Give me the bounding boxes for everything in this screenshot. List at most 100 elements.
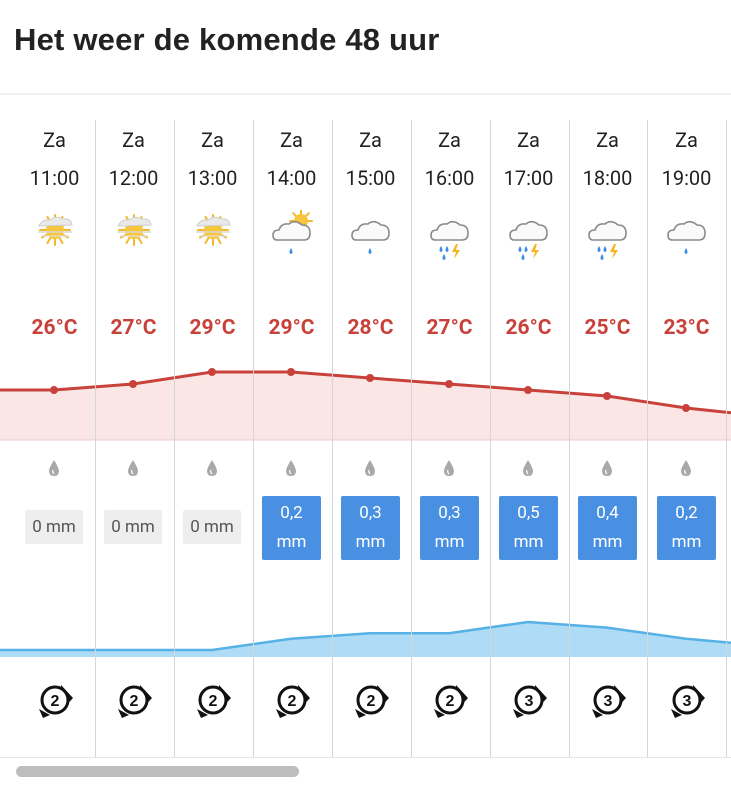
day-label: Za <box>201 128 224 152</box>
raindrop-icon <box>680 460 692 476</box>
svg-text:2: 2 <box>209 693 218 710</box>
svg-text:3: 3 <box>604 693 613 710</box>
wind-direction-icon: 3 <box>588 680 628 720</box>
precipitation-unit: mm <box>276 532 307 552</box>
precipitation-badge: 0,2 mm <box>657 496 716 560</box>
sun-cloud-rain-icon <box>271 209 313 264</box>
temperature-label: 23°C <box>663 316 710 340</box>
precipitation-badge: 0 mm <box>104 510 162 544</box>
wind-direction-icon: 2 <box>272 680 312 720</box>
hour-column: Za 11:00 26°C 0 mm 2 <box>15 120 94 758</box>
column-divider <box>569 120 570 758</box>
column-divider <box>726 120 727 758</box>
column-divider <box>332 120 333 758</box>
time-label: 17:00 <box>503 166 554 190</box>
precipitation-badge: 0 mm <box>183 510 241 544</box>
wind-direction-icon: 2 <box>193 680 233 720</box>
svg-text:3: 3 <box>683 693 692 710</box>
time-label: 19:00 <box>661 166 712 190</box>
wind-direction-icon: 2 <box>351 680 391 720</box>
column-divider <box>253 120 254 758</box>
hour-column: Za 12:00 27°C 0 mm 2 <box>94 120 173 758</box>
cloud-thunder-rain-icon <box>508 210 550 264</box>
temperature-area <box>0 372 731 440</box>
day-label: Za <box>675 128 698 152</box>
precipitation-amount: 0,3 <box>359 503 382 523</box>
wind-direction-icon: 2 <box>35 680 75 720</box>
day-label: Za <box>280 128 303 152</box>
column-divider <box>95 120 96 758</box>
precipitation-unit: mm <box>592 532 623 552</box>
day-label: Za <box>359 128 382 152</box>
raindrop-icon <box>285 460 297 476</box>
wind-direction-icon: 2 <box>430 680 470 720</box>
temperature-point <box>287 368 295 376</box>
precipitation-badge: 0,5 mm <box>499 496 558 560</box>
precipitation-amount: 0,3 <box>438 503 461 523</box>
page-title: Het weer de komende 48 uur <box>14 22 440 57</box>
time-label: 13:00 <box>187 166 238 190</box>
temperature-point <box>50 386 58 394</box>
temperature-label: 26°C <box>505 316 552 340</box>
raindrop-icon <box>364 460 376 476</box>
hour-column: Za 16:00 27°C 0,3 mm 2 <box>410 120 489 758</box>
column-divider <box>174 120 175 758</box>
svg-text:2: 2 <box>51 693 60 710</box>
day-label: Za <box>596 128 619 152</box>
precipitation-unit: mm <box>355 532 386 552</box>
precipitation-amount: 0,2 <box>280 503 303 523</box>
precipitation-badge: 0 mm <box>25 510 83 544</box>
svg-text:3: 3 <box>525 693 534 710</box>
temperature-point <box>445 380 453 388</box>
precipitation-badge: 0,2 mm <box>262 496 321 560</box>
wind-direction-icon: 3 <box>509 680 549 720</box>
divider <box>0 757 731 758</box>
svg-text:2: 2 <box>446 693 455 710</box>
raindrop-icon <box>48 460 60 476</box>
precipitation-area <box>0 622 731 657</box>
precipitation-unit: mm <box>671 532 702 552</box>
raindrop-icon <box>206 460 218 476</box>
precipitation-badge: 0,4 mm <box>578 496 637 560</box>
time-label: 15:00 <box>345 166 396 190</box>
cloud-thunder-rain-icon <box>429 210 471 264</box>
svg-text:2: 2 <box>130 693 139 710</box>
temperature-point <box>366 374 374 382</box>
temperature-label: 28°C <box>347 316 394 340</box>
cloud-rain-icon <box>666 210 708 264</box>
temperature-point <box>603 392 611 400</box>
raindrop-icon <box>601 460 613 476</box>
sun-cloud-hazy-icon <box>34 210 76 264</box>
temperature-label: 25°C <box>584 316 631 340</box>
svg-text:2: 2 <box>367 693 376 710</box>
column-divider <box>411 120 412 758</box>
sun-cloud-hazy-icon <box>113 210 155 264</box>
day-label: Za <box>43 128 66 152</box>
wind-direction-icon: 3 <box>667 680 707 720</box>
temperature-point <box>524 386 532 394</box>
precipitation-amount: 0,2 <box>675 503 698 523</box>
cloud-rain-icon <box>350 210 392 264</box>
svg-text:2: 2 <box>288 693 297 710</box>
time-label: 16:00 <box>424 166 475 190</box>
time-label: 11:00 <box>29 166 80 190</box>
hour-column: Za 13:00 29°C 0 mm 2 <box>173 120 252 758</box>
temperature-point <box>682 404 690 412</box>
time-label: 18:00 <box>582 166 633 190</box>
wind-direction-icon: 2 <box>114 680 154 720</box>
horizontal-scrollbar[interactable] <box>16 766 299 777</box>
raindrop-icon <box>127 460 139 476</box>
hour-column: Za 18:00 25°C 0,4 mm 3 <box>568 120 647 758</box>
precipitation-badge: 0,3 mm <box>420 496 479 560</box>
temperature-point <box>129 380 137 388</box>
time-label: 12:00 <box>108 166 159 190</box>
precipitation-unit: mm <box>513 532 544 552</box>
day-label: Za <box>517 128 540 152</box>
cloud-thunder-rain-icon <box>587 210 629 264</box>
raindrop-icon <box>443 460 455 476</box>
hour-column: Za 14:00 29°C 0,2 mm 2 <box>252 120 331 758</box>
time-label: 14:00 <box>266 166 317 190</box>
temperature-label: 29°C <box>268 316 315 340</box>
column-divider <box>490 120 491 758</box>
